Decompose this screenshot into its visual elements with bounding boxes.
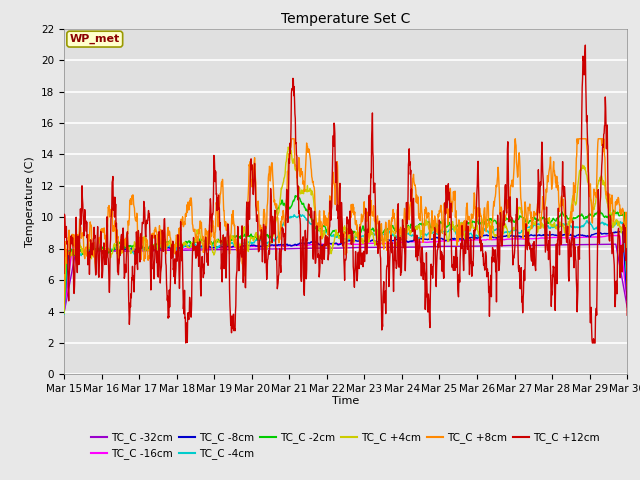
Text: WP_met: WP_met (70, 34, 120, 44)
Y-axis label: Temperature (C): Temperature (C) (26, 156, 35, 247)
X-axis label: Time: Time (332, 396, 359, 406)
Title: Temperature Set C: Temperature Set C (281, 12, 410, 26)
Legend: TC_C -32cm, TC_C -16cm, TC_C -8cm, TC_C -4cm, TC_C -2cm, TC_C +4cm, TC_C +8cm, T: TC_C -32cm, TC_C -16cm, TC_C -8cm, TC_C … (87, 428, 604, 463)
